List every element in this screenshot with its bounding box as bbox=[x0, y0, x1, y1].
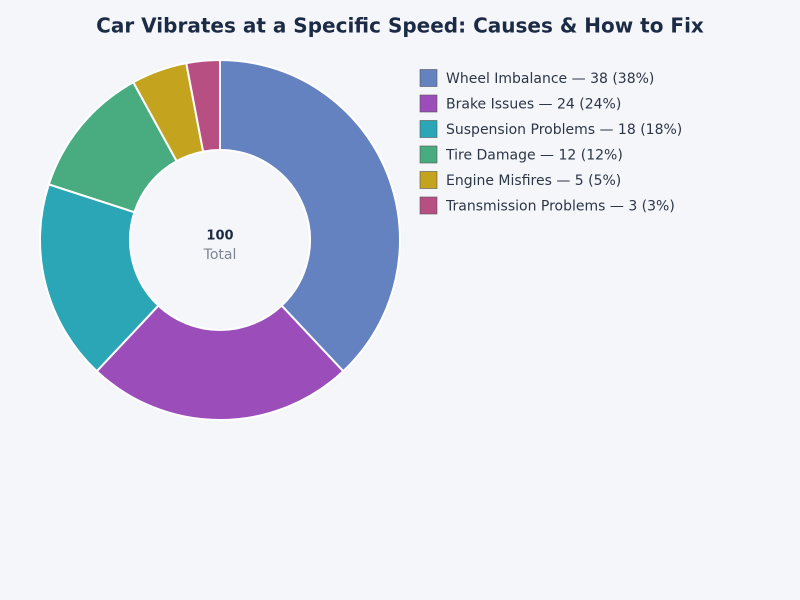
legend-swatch bbox=[419, 145, 438, 164]
donut-slice bbox=[95, 304, 345, 421]
legend-label: Tire Damage — 12 (12%) bbox=[445, 148, 623, 164]
legend-label: Wheel Imbalance — 38 (38%) bbox=[446, 71, 654, 87]
legend-swatch bbox=[419, 120, 438, 138]
legend-label: Brake Issues — 24 (24%) bbox=[446, 97, 621, 113]
donut-slice bbox=[39, 183, 160, 373]
legend-label: Transmission Problems — 3 (3%) bbox=[445, 199, 675, 215]
legend-label: Suspension Problems — 18 (18%) bbox=[446, 122, 682, 138]
legend-swatch bbox=[419, 94, 438, 113]
donut-slice bbox=[185, 58, 221, 153]
legend-swatch bbox=[419, 69, 438, 87]
legend-swatch bbox=[419, 196, 438, 215]
donut-slice bbox=[219, 58, 401, 373]
legend-label: Engine Misfires — 5 (5%) bbox=[446, 173, 621, 189]
legend-swatch bbox=[419, 171, 438, 189]
center-label: Total bbox=[203, 247, 237, 263]
center-total: 100 bbox=[206, 229, 233, 244]
chart-title: Car Vibrates at a Specific Speed: Causes… bbox=[96, 14, 704, 38]
